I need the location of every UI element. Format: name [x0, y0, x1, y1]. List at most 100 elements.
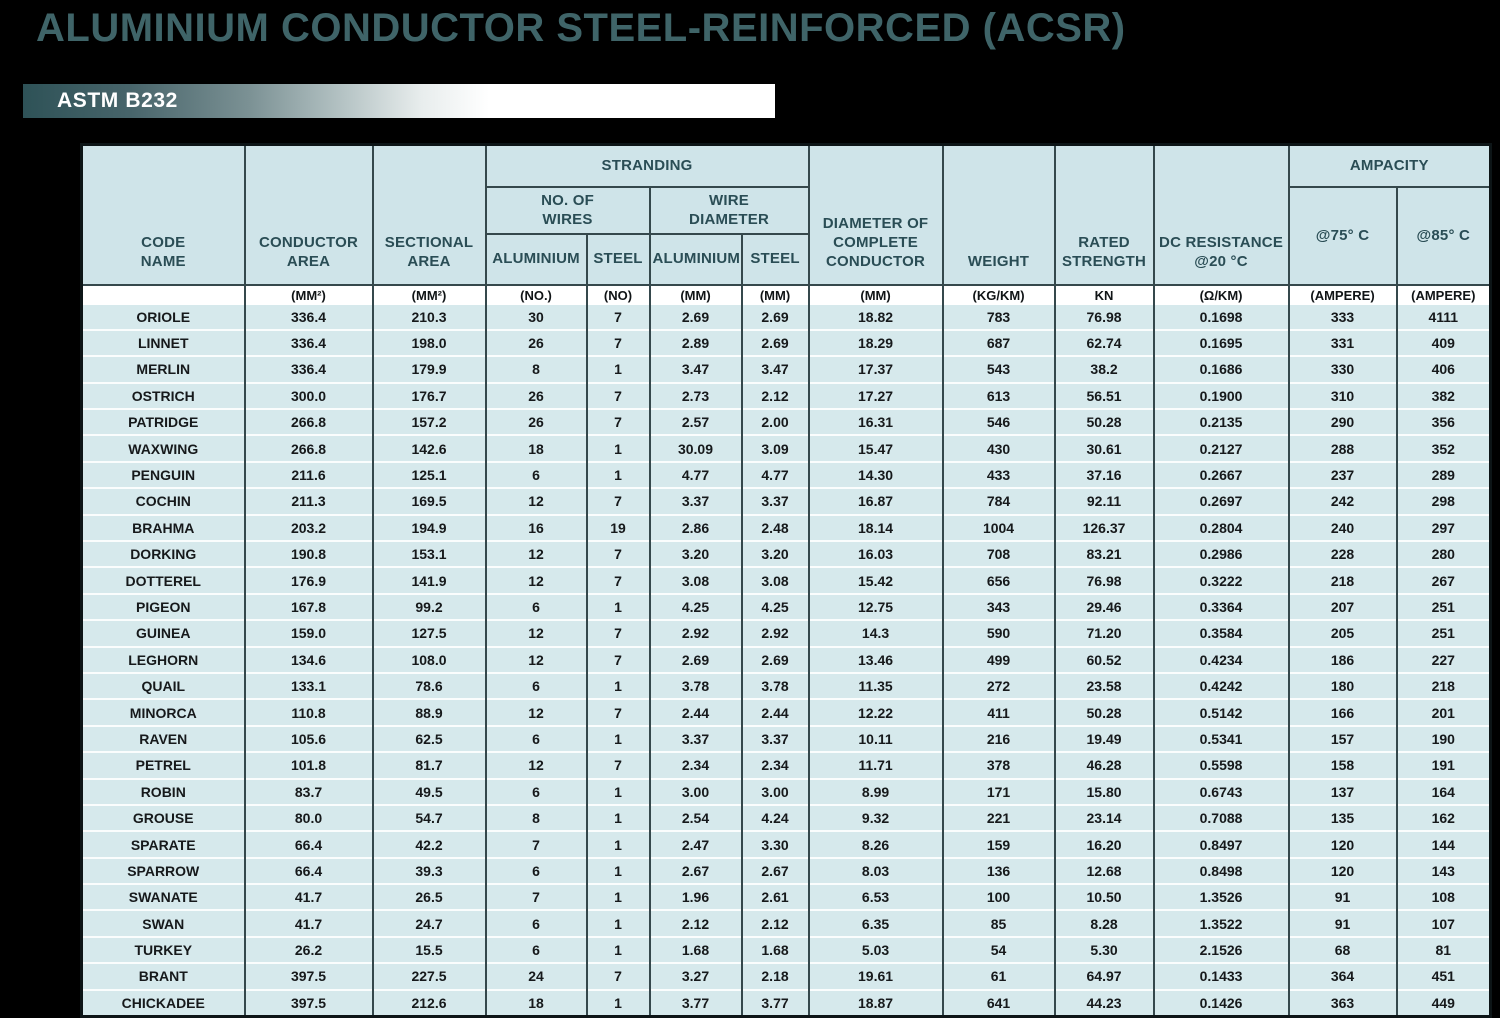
data-cell: 68: [1287, 935, 1397, 964]
data-cell: 26: [484, 408, 587, 436]
code-name-cell: ROBIN: [80, 777, 245, 805]
data-cell: 19.49: [1053, 724, 1154, 753]
data-cell: 2.69: [648, 304, 742, 330]
data-cell: 2.57: [648, 408, 742, 436]
standard-label: ASTM B232: [57, 89, 178, 112]
data-cell: 397.5: [243, 988, 373, 1018]
data-cell: 4.77: [740, 460, 809, 489]
data-cell: 352: [1395, 434, 1491, 462]
data-cell: 12: [484, 540, 587, 568]
data-cell: 409: [1395, 328, 1491, 357]
data-cell: 1: [585, 355, 650, 383]
data-cell: 120: [1287, 830, 1397, 858]
data-cell: 66.4: [243, 830, 373, 858]
data-cell: 3.78: [740, 671, 809, 700]
data-cell: 0.7088: [1152, 803, 1289, 832]
data-cell: 211.6: [243, 460, 373, 489]
data-cell: 191: [1395, 751, 1491, 779]
table-row: CHICKADEE 397.5 212.6 18 1 3.77 3.77 18.87 641 44…: [80, 988, 1491, 1018]
data-cell: 7: [585, 540, 650, 568]
data-cell: 3.30: [740, 830, 809, 858]
data-cell: 1.96: [648, 883, 742, 911]
data-cell: 30: [484, 304, 587, 330]
data-cell: 50.28: [1053, 698, 1154, 726]
data-cell: 266.8: [243, 408, 373, 436]
table-row: ROBIN 83.7 49.5 6 1 3.00 3.00 8.99 171 15.80 0.674…: [80, 777, 1491, 805]
data-cell: 18.82: [807, 304, 943, 330]
data-cell: 7: [585, 408, 650, 436]
data-cell: 16.20: [1053, 830, 1154, 858]
data-cell: 783: [941, 304, 1055, 330]
data-cell: 30.61: [1053, 434, 1154, 462]
data-cell: 1: [585, 460, 650, 489]
data-cell: 3.78: [648, 671, 742, 700]
data-cell: 336.4: [243, 304, 373, 330]
code-name-cell: DOTTEREL: [80, 566, 245, 594]
data-cell: 430: [941, 434, 1055, 462]
acsr-spec-table: CODE NAME CONDUCTOR AREA SECTIONAL AREA …: [80, 143, 1493, 1018]
data-cell: 54.7: [371, 803, 486, 832]
table-row: COCHIN 211.3 169.5 12 7 3.37 3.37 16.87 784 92.11…: [80, 487, 1491, 515]
data-cell: 5.30: [1053, 935, 1154, 964]
data-cell: 62.74: [1053, 328, 1154, 357]
table-row: GUINEA 159.0 127.5 12 7 2.92 2.92 14.3 590 71.20 0…: [80, 619, 1491, 647]
data-cell: 81.7: [371, 751, 486, 779]
code-name-cell: LEGHORN: [80, 645, 245, 673]
data-cell: 330: [1287, 355, 1397, 383]
data-cell: 3.20: [648, 540, 742, 568]
page-title: ALUMINIUM CONDUCTOR STEEL-REINFORCED (AC…: [36, 6, 1126, 50]
data-cell: 169.5: [371, 487, 486, 515]
data-cell: 2.73: [648, 381, 742, 410]
data-cell: 356: [1395, 408, 1491, 436]
data-cell: 0.1686: [1152, 355, 1289, 383]
data-cell: 211.3: [243, 487, 373, 515]
data-cell: 2.69: [740, 645, 809, 673]
table-row: BRANT 397.5 227.5 24 7 3.27 2.18 19.61 61 64.97 0.…: [80, 962, 1491, 990]
table-row: LEGHORN 134.6 108.0 12 7 2.69 2.69 13.46 499 60.5…: [80, 645, 1491, 673]
data-cell: 16: [484, 513, 587, 542]
data-cell: 3.37: [740, 724, 809, 753]
col-header-code-name: CODE NAME: [80, 144, 245, 285]
data-cell: 1.3526: [1152, 883, 1289, 911]
code-name-cell: OSTRICH: [80, 381, 245, 410]
data-cell: 433: [941, 460, 1055, 489]
data-cell: 6: [484, 724, 587, 753]
data-cell: 12: [484, 698, 587, 726]
data-cell: 267: [1395, 566, 1491, 594]
data-cell: 7: [585, 328, 650, 357]
data-cell: 18.87: [807, 988, 943, 1018]
data-cell: 88.9: [371, 698, 486, 726]
col-header-sectional-area: SECTIONAL AREA: [371, 144, 486, 285]
data-cell: 207: [1287, 592, 1397, 621]
data-cell: 12.68: [1053, 856, 1154, 885]
code-name-cell: SWANATE: [80, 883, 245, 911]
data-cell: 2.86: [648, 513, 742, 542]
table-row: SPARATE 66.4 42.2 7 1 2.47 3.30 8.26 159 16.20 0.8…: [80, 830, 1491, 858]
data-cell: 242: [1287, 487, 1397, 515]
data-cell: 41.7: [243, 883, 373, 911]
data-cell: 11.71: [807, 751, 943, 779]
table-row: PATRIDGE 266.8 157.2 26 7 2.57 2.00 16.31 546 50.…: [80, 408, 1491, 436]
data-cell: 251: [1395, 592, 1491, 621]
table-row: PIGEON 167.8 99.2 6 1 4.25 4.25 12.75 343 29.46 0.…: [80, 592, 1491, 621]
data-cell: 17.37: [807, 355, 943, 383]
data-cell: 137: [1287, 777, 1397, 805]
data-cell: 343: [941, 592, 1055, 621]
group-header-no-of-wires: NO. OF WIRES: [484, 186, 650, 235]
data-cell: 38.2: [1053, 355, 1154, 383]
data-cell: 336.4: [243, 328, 373, 357]
data-cell: 144: [1395, 830, 1491, 858]
data-cell: 641: [941, 988, 1055, 1018]
data-cell: 180: [1287, 671, 1397, 700]
table-row: DORKING 190.8 153.1 12 7 3.20 3.20 16.03 708 83.2…: [80, 540, 1491, 568]
data-cell: 0.2986: [1152, 540, 1289, 568]
data-cell: 2.34: [740, 751, 809, 779]
table-body: ORIOLE 336.4 210.3 30 7 2.69 2.69 18.82 783 76.98…: [80, 304, 1491, 1018]
data-cell: 3.08: [648, 566, 742, 594]
data-cell: 76.98: [1053, 304, 1154, 330]
data-cell: 167.8: [243, 592, 373, 621]
table-row: PETREL 101.8 81.7 12 7 2.34 2.34 11.71 378 46.28 0…: [80, 751, 1491, 779]
data-cell: 3.37: [740, 487, 809, 515]
data-cell: 382: [1395, 381, 1491, 410]
code-name-cell: BRAHMA: [80, 513, 245, 542]
